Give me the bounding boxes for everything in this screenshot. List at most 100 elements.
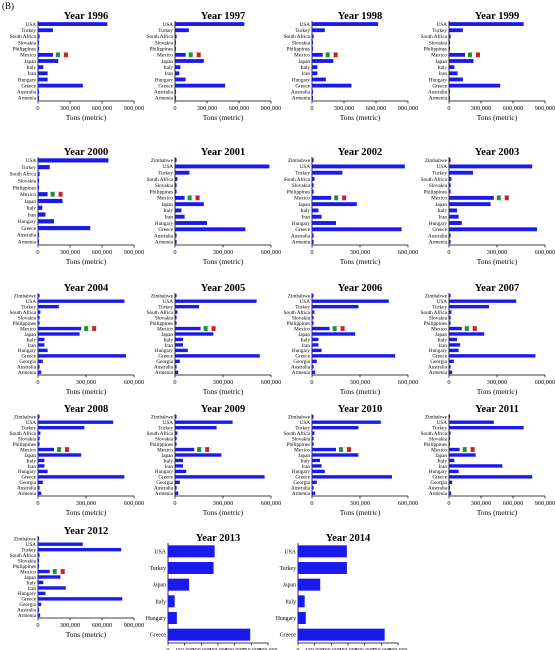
bar-japan [175, 332, 214, 336]
category-label: Armenia [18, 491, 37, 497]
bar-turkey [312, 28, 325, 33]
category-label: Zimbabwe [425, 415, 448, 421]
category-label: Japan [153, 583, 166, 589]
bar-iran [175, 71, 180, 76]
bar-greece [175, 83, 226, 88]
bar-australia [312, 365, 314, 369]
category-label: South Africa [421, 33, 448, 40]
category-label: Iran [439, 464, 448, 470]
x-axis-label: Tons (metric) [477, 508, 518, 517]
chart-title: Year 1996 [64, 11, 108, 22]
bar-japan [449, 453, 476, 457]
category-label: Mexico [157, 447, 173, 453]
bar-zimbabwe [175, 294, 177, 298]
flag-stripe-red [92, 326, 97, 331]
bar-slovakia [175, 40, 177, 45]
bar-australia [38, 486, 40, 490]
x-tick-label: 0 [173, 249, 176, 256]
bar-japan [38, 332, 80, 336]
bar-italy [449, 458, 455, 463]
chart-title: Year 2009 [201, 404, 245, 415]
bar-armenia [449, 96, 451, 100]
category-label: South Africa [147, 176, 174, 183]
category-label: Zimbabwe [14, 537, 37, 543]
bar-italy [298, 595, 305, 608]
flag-stripe-red [63, 52, 68, 58]
bar-philippines [449, 321, 451, 325]
x-tick-label: 900,000 [398, 105, 418, 112]
bar-greece [175, 227, 246, 232]
category-label: Hungary [18, 591, 37, 597]
bar-iran [175, 343, 183, 347]
bar-iran [449, 71, 458, 76]
category-label: Georgia [156, 480, 173, 486]
category-label: Armenia [429, 96, 448, 102]
flag-stripe-white [54, 191, 59, 197]
x-tick-label: 0 [310, 500, 313, 507]
bar-philippines [449, 189, 451, 194]
category-label: Mexico [20, 447, 36, 453]
x-tick-label: 600,000 [261, 500, 281, 507]
x-tick-label: 300,000 [213, 379, 233, 386]
bar-mexico [175, 326, 201, 331]
bar-iran [312, 343, 319, 347]
flag-stripe-green [57, 447, 61, 452]
category-label: Mexico [431, 53, 447, 59]
bar-armenia [312, 370, 316, 374]
bar-slovakia [175, 183, 177, 188]
bar-hungary [449, 77, 463, 82]
bar-greece [312, 83, 352, 88]
flag-stripe-white [201, 447, 206, 453]
bar-south-africa [38, 310, 41, 314]
bar-japan [312, 332, 356, 336]
x-tick-label: 0 [167, 648, 170, 650]
bar-turkey [298, 562, 347, 574]
flag-stripe-white [336, 326, 341, 332]
category-label: South Africa [147, 309, 174, 316]
bar-usa [298, 545, 347, 558]
x-tick-label: 600,000 [261, 249, 281, 256]
category-label: Georgia [293, 480, 310, 486]
flag-stripe-red [65, 447, 69, 452]
category-label: Philippines [150, 442, 173, 448]
category-label: South Africa [284, 309, 311, 316]
category-label: Mexico [431, 447, 447, 453]
category-label: Italy [26, 580, 36, 586]
category-label: South Africa [284, 33, 311, 40]
category-label: Greece [21, 83, 36, 89]
category-label: South Africa [10, 171, 37, 178]
bar-hungary [38, 469, 48, 474]
category-label: South Africa [421, 176, 448, 183]
category-label: Greece [21, 597, 36, 603]
flag-stripe-red [211, 326, 216, 331]
category-label: Japan [298, 332, 310, 338]
category-label: Hungary [155, 348, 174, 354]
category-label: Georgia [430, 480, 447, 486]
category-label: Armenia [292, 370, 311, 376]
category-label: Turkey [295, 304, 310, 310]
bar-turkey [38, 304, 59, 309]
x-tick-label: 300,000 [213, 500, 233, 507]
bar-slovakia [38, 178, 40, 183]
category-label: Australia [428, 365, 448, 371]
bar-georgia [38, 602, 42, 607]
category-label: Zimbabwe [151, 294, 174, 300]
bar-italy [449, 337, 457, 342]
bar-hungary [312, 221, 336, 225]
bar-armenia [38, 613, 41, 617]
category-label: Australia [154, 486, 174, 492]
category-label: Mexico [157, 196, 173, 202]
flag-stripe-white [56, 569, 61, 575]
bar-philippines [175, 189, 177, 194]
bar-usa [175, 22, 245, 26]
bar-usa [175, 299, 257, 303]
chart-title: Year 2012 [64, 526, 108, 537]
bar-hungary [312, 348, 322, 353]
category-label: Mexico [20, 53, 36, 59]
category-label: Philippines [13, 564, 36, 570]
category-label: Italy [300, 208, 310, 214]
category-label: Australia [154, 233, 174, 239]
category-label: Slovakia [292, 40, 311, 46]
x-tick-label: 0 [310, 379, 313, 386]
